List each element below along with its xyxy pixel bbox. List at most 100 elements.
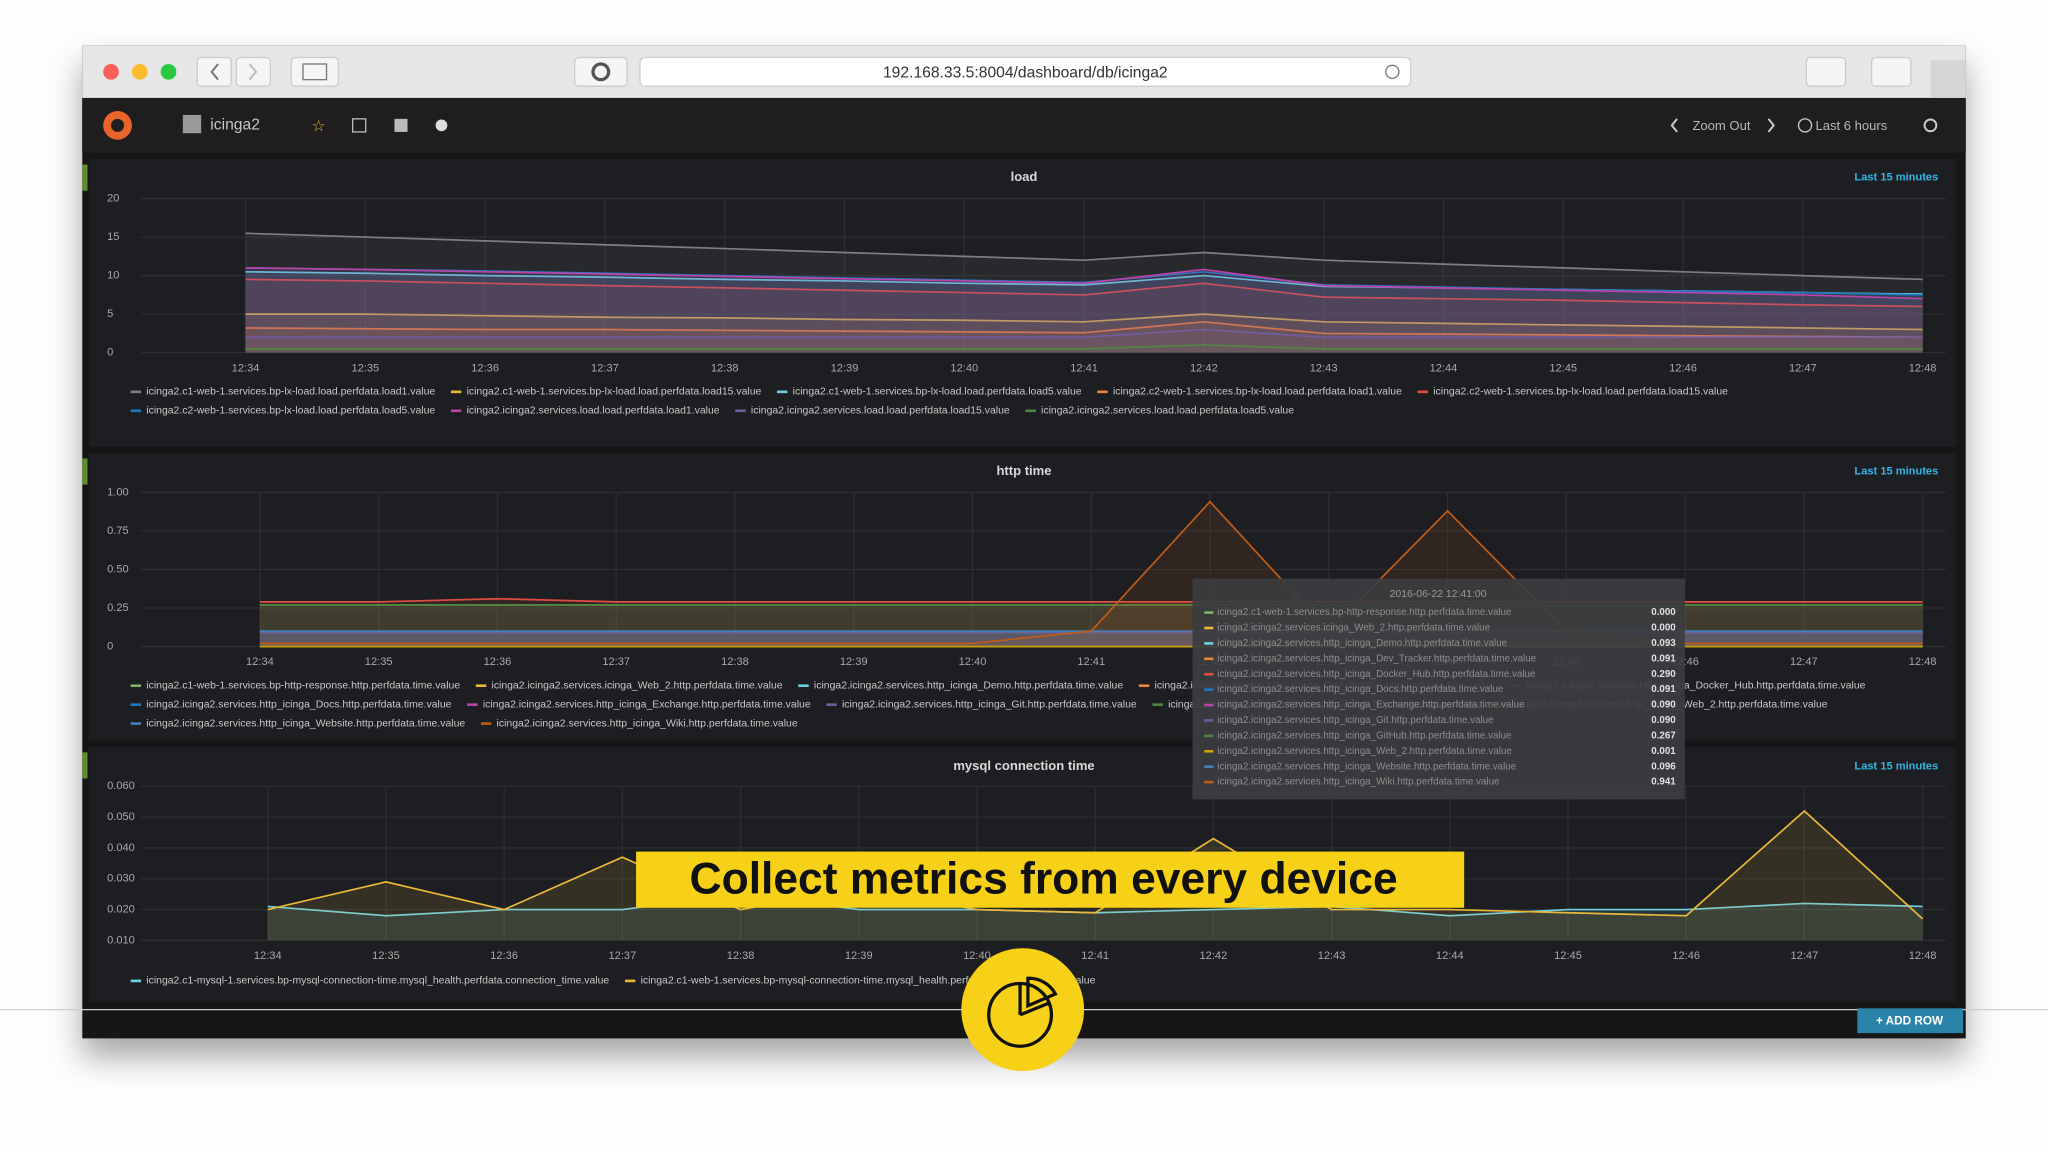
tooltip-series: icinga2.icinga2.services.http_icinga_Doc… bbox=[1217, 684, 1503, 695]
tooltip-value: 0.000 bbox=[1651, 607, 1676, 618]
zoom-back[interactable] bbox=[1670, 118, 1678, 133]
close-button[interactable] bbox=[103, 64, 119, 80]
tooltip-series: icinga2.c1-web-1.services.bp-http-respon… bbox=[1217, 607, 1511, 618]
tabs-button[interactable] bbox=[1871, 56, 1912, 87]
zoom-button[interactable] bbox=[160, 64, 177, 80]
x-tick-label: 12:47 bbox=[1790, 656, 1818, 668]
y-tick-label: 20 bbox=[107, 192, 119, 204]
tooltip-series: icinga2.icinga2.services.http_icinga_Git… bbox=[1217, 715, 1493, 726]
chart-badge bbox=[961, 948, 1085, 1072]
tooltip-series: icinga2.icinga2.services.icinga_Web_2.ht… bbox=[1217, 623, 1490, 634]
privacy-icon bbox=[591, 62, 611, 82]
time-range[interactable]: Last 6 hours bbox=[1816, 118, 1888, 133]
reload-icon[interactable] bbox=[1385, 64, 1400, 80]
url: 192.168.33.5:8004/dashboard/db/icinga2 bbox=[883, 64, 1168, 81]
tooltip-series: icinga2.icinga2.services.http_icinga_Web… bbox=[1217, 746, 1512, 757]
caption: Collect metrics from every device bbox=[690, 854, 1398, 903]
tooltip-series: icinga2.icinga2.services.http_icinga_Dem… bbox=[1217, 638, 1507, 649]
legend-label: icinga2.icinga2.services.http_icinga_Doc… bbox=[1526, 680, 1866, 691]
clock-icon bbox=[1797, 118, 1813, 133]
panel-title: load bbox=[1011, 169, 1038, 184]
y-tick-label: 0.010 bbox=[107, 934, 135, 946]
tooltip-value: 0.091 bbox=[1651, 653, 1676, 664]
tooltip-value: 0.091 bbox=[1651, 684, 1676, 695]
panel-title: mysql connection time bbox=[953, 758, 1094, 773]
legend-label: icinga2.icinga2.services.load.load.perfd… bbox=[1041, 406, 1294, 417]
tooltip-value: 0.267 bbox=[1651, 730, 1676, 741]
tooltip-series: icinga2.icinga2.services.http_icinga_Git… bbox=[1217, 730, 1511, 741]
x-tick-label: 12:39 bbox=[845, 950, 873, 962]
settings-icon[interactable] bbox=[435, 119, 448, 132]
x-tick-label: 12:41 bbox=[1070, 362, 1098, 374]
panel-edge bbox=[82, 458, 88, 485]
y-tick-label: 10 bbox=[107, 270, 119, 282]
x-tick-label: 12:46 bbox=[1669, 362, 1697, 374]
x-tick-label: 12:44 bbox=[1430, 362, 1458, 374]
panel-edge bbox=[82, 164, 88, 191]
x-tick-label: 12:35 bbox=[372, 950, 400, 962]
refresh-icon[interactable] bbox=[1923, 118, 1938, 133]
zoom-forward[interactable] bbox=[1767, 118, 1775, 133]
series-line bbox=[245, 328, 1923, 339]
legend-label: icinga2.icinga2.services.http_icinga_Wik… bbox=[497, 718, 798, 729]
legend-label: icinga2.c1-web-1.services.bp-lx-load.loa… bbox=[467, 387, 762, 398]
tooltip-value: 0.090 bbox=[1651, 715, 1676, 726]
y-tick-label: 0.020 bbox=[107, 904, 135, 916]
x-tick-label: 12:45 bbox=[1549, 362, 1577, 374]
panel-time-range: Last 15 minutes bbox=[1854, 465, 1938, 477]
tooltip-time: 2016-06-22 12:41:00 bbox=[1390, 589, 1487, 600]
x-tick-label: 12:38 bbox=[721, 656, 749, 668]
series-area bbox=[245, 279, 1923, 353]
add-row-button[interactable] bbox=[1857, 1008, 1964, 1034]
new-tab-button[interactable] bbox=[1930, 60, 1966, 98]
tooltip-value: 0.000 bbox=[1651, 623, 1676, 634]
x-tick-label: 12:47 bbox=[1789, 362, 1817, 374]
tooltip-value: 0.290 bbox=[1651, 669, 1676, 680]
privacy-button[interactable] bbox=[574, 56, 628, 87]
tooltip-value: 0.093 bbox=[1651, 638, 1676, 649]
y-tick-label: 1.00 bbox=[107, 486, 129, 498]
sidebar-button[interactable] bbox=[290, 56, 339, 87]
zoom-out[interactable]: Zoom Out bbox=[1692, 118, 1750, 133]
back-icon bbox=[210, 63, 219, 81]
tooltip-value: 0.096 bbox=[1651, 761, 1676, 772]
grafana-navbar bbox=[82, 97, 1966, 153]
tooltip-value: 0.090 bbox=[1651, 700, 1676, 711]
x-tick-label: 12:40 bbox=[950, 362, 978, 374]
pie-icon-slice bbox=[1018, 983, 1050, 1017]
series-area bbox=[245, 271, 1923, 353]
legend-label: icinga2.icinga2.services.http_icinga_Git… bbox=[842, 699, 1137, 710]
y-tick-label: 0.75 bbox=[107, 525, 129, 537]
tooltip-series: icinga2.icinga2.services.http_icinga_Dev… bbox=[1217, 653, 1536, 664]
x-tick-label: 12:37 bbox=[608, 950, 636, 962]
panel-title: http time bbox=[996, 463, 1051, 478]
series-line bbox=[245, 320, 1923, 339]
x-tick-label: 12:47 bbox=[1791, 950, 1819, 962]
x-tick-label: 12:39 bbox=[840, 656, 868, 668]
save-icon[interactable] bbox=[394, 118, 408, 132]
minimize-button[interactable] bbox=[131, 64, 148, 80]
dashboard-name[interactable]: icinga2 bbox=[210, 117, 260, 134]
legend-label: icinga2.c1-web-1.services.bp-lx-load.loa… bbox=[793, 387, 1082, 398]
back-button[interactable] bbox=[196, 56, 232, 87]
star-icon[interactable]: ☆ bbox=[312, 118, 326, 135]
legend-label: icinga2.icinga2.services.http_icinga_Exc… bbox=[483, 699, 811, 710]
x-tick-label: 12:42 bbox=[1190, 362, 1218, 374]
x-tick-label: 12:42 bbox=[1200, 950, 1228, 962]
address-bar[interactable] bbox=[639, 56, 1412, 87]
x-tick-label: 12:39 bbox=[831, 362, 859, 374]
share-icon[interactable] bbox=[351, 118, 367, 133]
x-tick-label: 12:41 bbox=[1081, 950, 1109, 962]
y-tick-label: 5 bbox=[107, 308, 113, 320]
forward-button[interactable] bbox=[235, 56, 272, 87]
share-button[interactable] bbox=[1805, 56, 1847, 87]
legend-label: icinga2.c1-web-1.services.bp-mysql-conne… bbox=[641, 976, 1096, 987]
caption-box bbox=[636, 851, 1465, 908]
x-tick-label: 12:44 bbox=[1436, 950, 1464, 962]
y-tick-label: 0.50 bbox=[107, 563, 129, 575]
legend-label: icinga2.c2-web-1.services.bp-lx-load.loa… bbox=[146, 406, 435, 417]
x-tick-label: 12:37 bbox=[591, 362, 619, 374]
x-tick-label: 12:40 bbox=[959, 656, 987, 668]
